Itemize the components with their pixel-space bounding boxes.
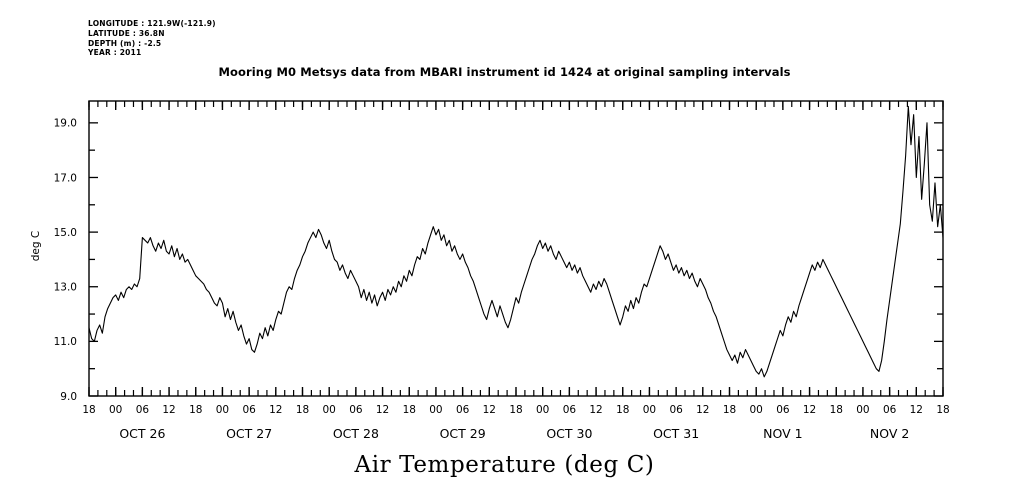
svg-text:00: 00 bbox=[856, 404, 869, 416]
svg-text:00: 00 bbox=[216, 404, 229, 416]
svg-text:12: 12 bbox=[589, 404, 602, 416]
svg-text:06: 06 bbox=[776, 404, 790, 416]
svg-text:12: 12 bbox=[162, 404, 175, 416]
svg-text:12: 12 bbox=[269, 404, 282, 416]
svg-text:18: 18 bbox=[82, 404, 95, 416]
svg-text:OCT 31: OCT 31 bbox=[653, 426, 699, 441]
svg-text:00: 00 bbox=[323, 404, 336, 416]
svg-text:12: 12 bbox=[910, 404, 923, 416]
svg-text:18: 18 bbox=[616, 404, 629, 416]
svg-text:18: 18 bbox=[403, 404, 416, 416]
temperature-series-line bbox=[88, 105, 944, 378]
svg-text:18: 18 bbox=[296, 404, 309, 416]
svg-text:OCT 28: OCT 28 bbox=[333, 426, 379, 441]
y-axis-ticks bbox=[89, 122, 943, 397]
svg-text:OCT 26: OCT 26 bbox=[119, 426, 165, 441]
svg-text:06: 06 bbox=[136, 404, 150, 416]
x-axis-tick-labels: 18 00 06 12 18 00 06 12 18 00 06 12 18 00 06 12 18 00 06 12… bbox=[82, 404, 949, 441]
svg-text:00: 00 bbox=[109, 404, 122, 416]
svg-text:12: 12 bbox=[483, 404, 496, 416]
svg-text:06: 06 bbox=[669, 404, 683, 416]
svg-text:00: 00 bbox=[536, 404, 549, 416]
svg-text:12: 12 bbox=[803, 404, 816, 416]
svg-text:18: 18 bbox=[830, 404, 843, 416]
svg-text:11.0: 11.0 bbox=[54, 336, 77, 348]
svg-text:06: 06 bbox=[563, 404, 577, 416]
svg-text:12: 12 bbox=[376, 404, 389, 416]
svg-text:NOV 1: NOV 1 bbox=[763, 426, 802, 441]
station-metadata: LONGITUDE : 121.9W(-121.9) LATITUDE : 36… bbox=[88, 19, 216, 58]
chart-title: Mooring M0 Metsys data from MBARI instru… bbox=[218, 65, 791, 79]
svg-text:OCT 29: OCT 29 bbox=[440, 426, 486, 441]
svg-text:9.0: 9.0 bbox=[60, 391, 77, 403]
svg-text:12: 12 bbox=[696, 404, 709, 416]
svg-text:NOV 2: NOV 2 bbox=[870, 426, 909, 441]
svg-text:18: 18 bbox=[936, 404, 949, 416]
svg-text:00: 00 bbox=[429, 404, 442, 416]
svg-text:17.0: 17.0 bbox=[54, 172, 77, 184]
svg-text:06: 06 bbox=[456, 404, 470, 416]
y-axis-tick-labels: 9.0 11.0 13.0 15.0 17.0 19.0 bbox=[54, 118, 77, 403]
plot-frame bbox=[88, 100, 944, 397]
svg-text:OCT 27: OCT 27 bbox=[226, 426, 272, 441]
svg-text:15.0: 15.0 bbox=[54, 227, 77, 239]
svg-text:00: 00 bbox=[643, 404, 656, 416]
svg-text:00: 00 bbox=[750, 404, 763, 416]
svg-text:18: 18 bbox=[509, 404, 522, 416]
svg-text:19.0: 19.0 bbox=[54, 118, 77, 130]
svg-text:06: 06 bbox=[242, 404, 256, 416]
x-axis-ticks bbox=[88, 101, 944, 396]
svg-text:13.0: 13.0 bbox=[54, 282, 77, 294]
svg-text:OCT 30: OCT 30 bbox=[546, 426, 592, 441]
svg-text:06: 06 bbox=[883, 404, 897, 416]
svg-text:18: 18 bbox=[723, 404, 736, 416]
x-axis-title: Air Temperature (deg C) bbox=[354, 452, 655, 478]
svg-text:18: 18 bbox=[189, 404, 202, 416]
svg-text:06: 06 bbox=[349, 404, 363, 416]
